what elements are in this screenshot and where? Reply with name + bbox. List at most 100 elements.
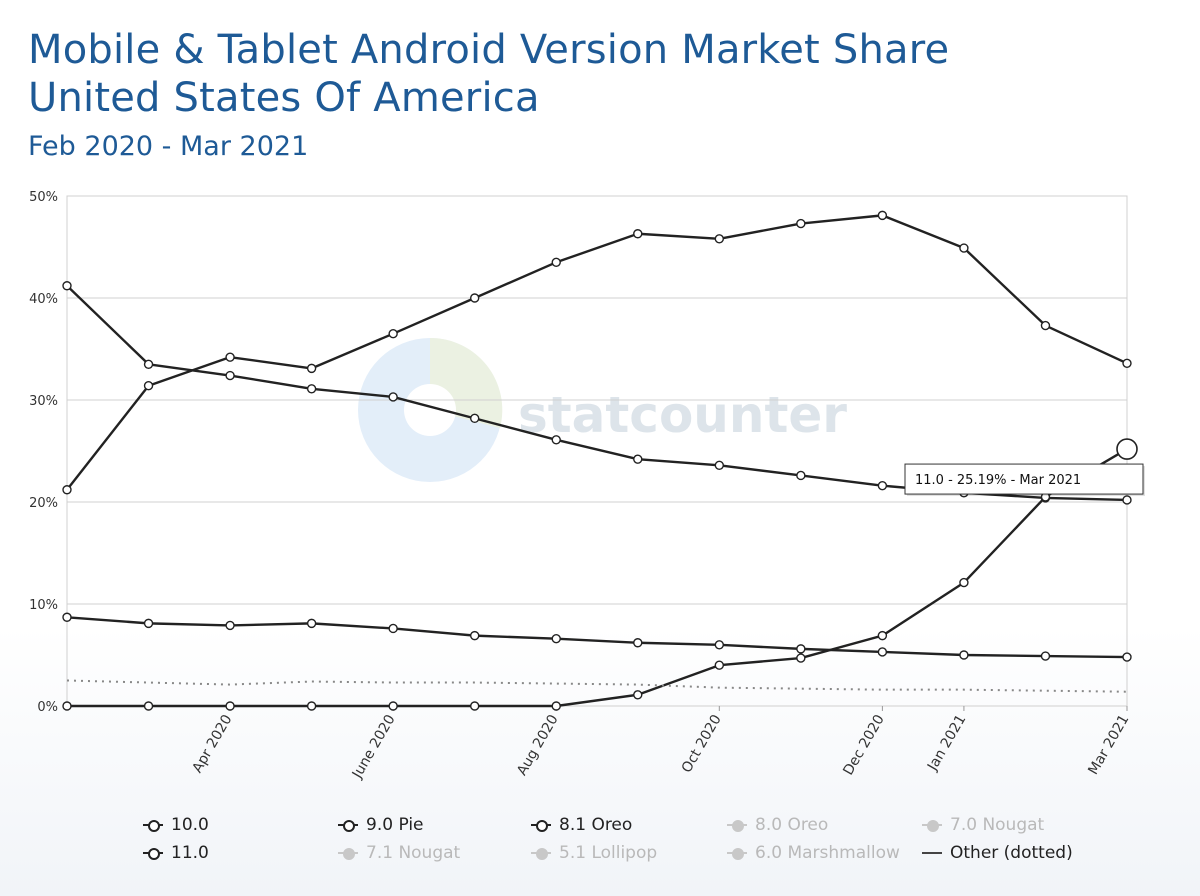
- data-point[interactable]: [714, 640, 725, 650]
- x-tick-label: Dec 2020: [840, 712, 887, 778]
- legend-item-7-1-nougat[interactable]: 7.1 Nougat: [338, 843, 460, 863]
- data-point[interactable]: [1122, 495, 1132, 505]
- data-point[interactable]: [551, 435, 561, 445]
- chart-subtitle: Feb 2020 - Mar 2021: [28, 131, 309, 162]
- legend-item-9-0-pie[interactable]: 9.0 Pie: [338, 815, 424, 835]
- data-point[interactable]: [143, 701, 154, 711]
- data-point[interactable]: [306, 701, 317, 711]
- data-point[interactable]: [1122, 358, 1132, 368]
- data-point[interactable]: [143, 618, 154, 629]
- data-point[interactable]: [469, 413, 480, 424]
- data-point[interactable]: [633, 454, 643, 464]
- legend-item-10-0[interactable]: 10.0: [143, 815, 209, 835]
- data-point[interactable]: [225, 352, 235, 362]
- tooltip-box: [904, 463, 1144, 495]
- plot-border: [66, 195, 1128, 707]
- data-point[interactable]: [796, 470, 806, 481]
- data-point[interactable]: [1040, 320, 1051, 331]
- legend-label: 8.1 Oreo: [559, 815, 633, 835]
- legend-marker-icon: [338, 818, 358, 832]
- data-point[interactable]: [143, 359, 154, 369]
- data-point[interactable]: [1116, 438, 1138, 460]
- y-tick-label: 50%: [29, 190, 58, 205]
- data-point[interactable]: [62, 612, 72, 622]
- data-point[interactable]: [306, 618, 317, 629]
- x-tick-label: June 2020: [349, 712, 399, 782]
- legend-label: 7.1 Nougat: [366, 843, 461, 863]
- legend-label: Other (dotted): [950, 843, 1073, 863]
- data-point[interactable]: [469, 701, 480, 711]
- data-point[interactable]: [551, 257, 561, 267]
- data-point[interactable]: [388, 329, 398, 339]
- legend-label: 10.0: [171, 815, 209, 835]
- data-point[interactable]: [714, 234, 725, 244]
- data-point[interactable]: [62, 701, 72, 711]
- x-tick-label: Apr 2020: [190, 712, 236, 776]
- legend-item-11-0[interactable]: 11.0: [143, 843, 209, 863]
- hover-tooltip: 11.0 - 25.19% - Mar 2021: [904, 463, 1145, 497]
- data-point[interactable]: [796, 218, 806, 229]
- x-tick-label: Mar 2021: [1085, 712, 1132, 778]
- data-point[interactable]: [306, 384, 317, 394]
- data-point[interactable]: [877, 630, 888, 641]
- data-point[interactable]: [633, 229, 643, 239]
- legend-marker-icon: [143, 846, 163, 860]
- y-tick-label: 40%: [29, 292, 58, 307]
- data-point[interactable]: [714, 460, 725, 470]
- x-axis-tick-labels: Apr 2020 June 2020 Aug 2020 Oct 2020 Dec 202…: [190, 706, 1132, 782]
- legend-item-8-0-oreo[interactable]: 8.0 Oreo: [727, 815, 828, 835]
- data-point[interactable]: [959, 577, 969, 588]
- y-axis-tick-labels: 0% 10% 20% 30% 40% 50%: [29, 190, 58, 715]
- data-point[interactable]: [225, 370, 235, 381]
- data-point[interactable]: [796, 644, 806, 654]
- data-point[interactable]: [388, 392, 398, 402]
- watermark-logo-hole: [404, 384, 456, 436]
- legend-marker-icon: [531, 846, 551, 860]
- series-line-other-dotted[interactable]: [66, 679, 1128, 693]
- y-tick-label: 20%: [29, 496, 58, 511]
- data-point[interactable]: [877, 480, 888, 491]
- data-point[interactable]: [62, 281, 72, 291]
- data-point[interactable]: [225, 620, 235, 631]
- data-point[interactable]: [551, 701, 561, 711]
- data-point[interactable]: [633, 690, 643, 700]
- data-point[interactable]: [225, 701, 235, 711]
- legend-item-other-dotted[interactable]: Other (dotted): [922, 843, 1073, 863]
- data-point[interactable]: [714, 660, 725, 670]
- data-point[interactable]: [959, 650, 969, 660]
- chart-title-block: Mobile & Tablet Android Version Market S…: [28, 26, 949, 164]
- legend-marker-icon: [727, 846, 747, 860]
- data-point[interactable]: [469, 630, 480, 641]
- legend-label: 7.0 Nougat: [950, 815, 1045, 835]
- chart-title-line-1: Mobile & Tablet Android Version Market S…: [28, 27, 950, 73]
- legend-label: 11.0: [171, 843, 209, 863]
- data-point[interactable]: [1040, 651, 1051, 661]
- data-point[interactable]: [469, 293, 480, 303]
- data-point[interactable]: [959, 243, 969, 253]
- legend-marker-icon: [531, 818, 551, 832]
- legend-item-6-0-marshmallow[interactable]: 6.0 Marshmallow: [727, 843, 900, 863]
- data-point[interactable]: [633, 638, 643, 648]
- data-point[interactable]: [551, 633, 561, 644]
- legend-item-7-0-nougat[interactable]: 7.0 Nougat: [922, 815, 1044, 835]
- data-point[interactable]: [388, 701, 398, 711]
- line-chart: statcounter 0% 10% 20% 30% 40% 50% Apr 2020 Ju…: [29, 190, 1145, 782]
- data-point[interactable]: [388, 623, 398, 634]
- legend-item-5-1-lollipop[interactable]: 5.1 Lollipop: [531, 843, 657, 863]
- x-tick-label: Jan 2021: [924, 712, 969, 774]
- data-point[interactable]: [1122, 652, 1132, 662]
- legend-marker-icon: [727, 818, 747, 832]
- legend-label: 5.1 Lollipop: [559, 843, 658, 863]
- series-line-8-1-oreo[interactable]: [66, 616, 1128, 659]
- data-point[interactable]: [62, 485, 72, 495]
- data-point[interactable]: [143, 381, 154, 391]
- data-point[interactable]: [877, 210, 888, 221]
- data-point[interactable]: [306, 363, 317, 374]
- data-point[interactable]: [877, 647, 888, 657]
- y-tick-label: 10%: [29, 598, 58, 613]
- legend-label: 6.0 Marshmallow: [755, 843, 900, 863]
- data-point[interactable]: [796, 653, 806, 663]
- series-line-11-0[interactable]: [67, 448, 1128, 708]
- legend-item-8-1-oreo[interactable]: 8.1 Oreo: [531, 815, 632, 835]
- series-line-10-0[interactable]: [66, 214, 1128, 491]
